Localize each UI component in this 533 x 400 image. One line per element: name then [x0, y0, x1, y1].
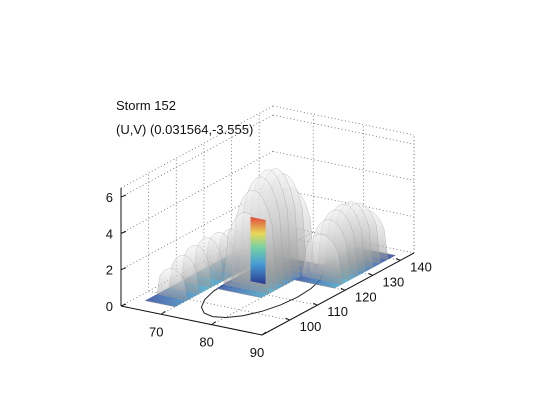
surface-1-slice: [144, 300, 176, 307]
z-tick-label: 6: [106, 190, 113, 205]
y-tick: [285, 317, 290, 321]
x-tick: [261, 331, 267, 336]
y-tick-label: 140: [410, 259, 432, 274]
chart-title: Storm 152: [116, 98, 176, 113]
y-tick-label: 110: [327, 304, 348, 319]
tick-labels: 0 2 4 6 70 80 90 100 110 120 130 140: [106, 190, 432, 360]
y-tick: [340, 287, 346, 291]
grid-line: [120, 114, 274, 198]
grid-line: [272, 187, 415, 218]
x-tick-label: 90: [250, 345, 264, 360]
surface-2-core: [250, 216, 266, 285]
x-tick-label: 70: [149, 324, 163, 339]
grid-line: [176, 275, 318, 306]
y-axis: [261, 252, 415, 336]
z-tick-label: 4: [106, 226, 113, 241]
grid-line: [120, 105, 274, 189]
y-tick: [313, 302, 318, 306]
surface-3-slice: [294, 279, 335, 289]
z-tick: [120, 194, 127, 198]
grid-line: [272, 114, 415, 145]
axes-lines: [120, 188, 415, 336]
z-tick: [120, 230, 127, 234]
surface-1-slice: [156, 268, 188, 301]
y-tick-label: 100: [300, 319, 322, 334]
y-tick: [368, 272, 373, 276]
grid-line: [120, 151, 274, 234]
z-tick: [120, 303, 127, 307]
y-tick-label: 130: [383, 274, 405, 289]
grid-line: [272, 105, 415, 136]
x-tick: [211, 321, 216, 326]
grid-line: [148, 290, 290, 321]
surface-2-slice: [216, 288, 262, 298]
chart-subtitle: (U,V) (0.031564,-3.555): [116, 122, 254, 137]
x-axis: [120, 305, 263, 336]
x-tick: [160, 310, 166, 315]
grid-line: [272, 223, 415, 254]
x-tick-label: 80: [199, 335, 213, 350]
z-tick: [120, 267, 127, 271]
isosurfaces: [144, 168, 396, 319]
z-tick-label: 0: [106, 299, 113, 314]
y-tick-label: 120: [355, 289, 377, 304]
surface-3-slice: [301, 234, 343, 285]
z-tick-label: 2: [106, 263, 113, 278]
y-tick: [395, 258, 401, 261]
grid-line: [272, 150, 415, 181]
